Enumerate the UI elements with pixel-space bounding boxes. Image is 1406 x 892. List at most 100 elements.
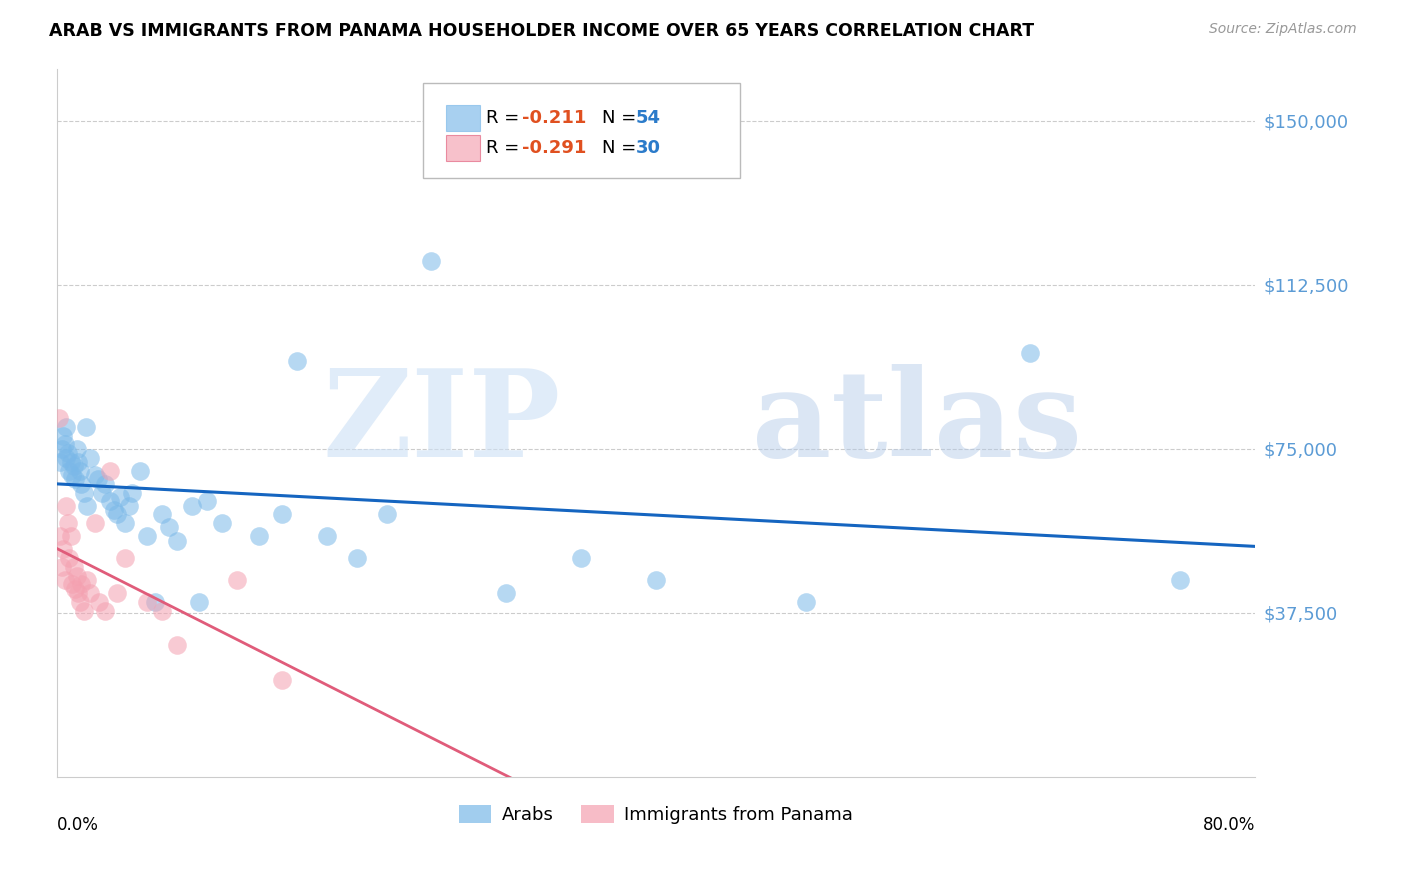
Point <box>1019 345 1042 359</box>
Point <box>49 529 72 543</box>
Text: N =: N = <box>602 139 643 157</box>
Text: ZIP: ZIP <box>322 364 560 482</box>
Text: N =: N = <box>602 109 643 127</box>
Point <box>63 582 86 596</box>
Point <box>63 472 86 486</box>
Point <box>195 494 218 508</box>
Point <box>67 455 90 469</box>
Point <box>70 476 93 491</box>
Point <box>375 508 398 522</box>
Point <box>79 450 101 465</box>
Text: 30: 30 <box>636 139 661 157</box>
Point <box>1168 573 1191 587</box>
Point <box>420 253 443 268</box>
Text: Source: ZipAtlas.com: Source: ZipAtlas.com <box>1209 22 1357 37</box>
Point <box>56 516 79 530</box>
Point <box>211 516 233 530</box>
Point <box>118 499 141 513</box>
Point <box>62 559 84 574</box>
Point <box>103 503 125 517</box>
Point <box>166 639 188 653</box>
Point <box>58 551 80 566</box>
Point <box>60 577 83 591</box>
Text: 54: 54 <box>636 109 661 127</box>
Point <box>73 603 96 617</box>
Text: 80.0%: 80.0% <box>1202 815 1256 833</box>
Text: -0.291: -0.291 <box>522 139 586 157</box>
Point <box>76 573 98 587</box>
Point <box>55 420 77 434</box>
FancyBboxPatch shape <box>423 83 740 178</box>
Point <box>247 529 270 543</box>
Point <box>69 595 91 609</box>
Point <box>645 573 668 587</box>
Point <box>91 485 114 500</box>
Point <box>55 450 77 465</box>
Point <box>86 472 108 486</box>
Point <box>69 464 91 478</box>
Point <box>136 595 159 609</box>
Point <box>53 573 76 587</box>
Point <box>79 586 101 600</box>
Point <box>60 468 83 483</box>
Point <box>51 442 73 456</box>
FancyBboxPatch shape <box>447 105 479 131</box>
Point <box>128 464 150 478</box>
Point <box>73 485 96 500</box>
Point <box>105 508 128 522</box>
Point <box>49 455 72 469</box>
Point <box>58 464 80 478</box>
Point <box>114 516 136 530</box>
Point <box>52 542 75 557</box>
Point <box>70 577 93 591</box>
Point <box>136 529 159 543</box>
Point <box>285 354 308 368</box>
Point <box>62 459 84 474</box>
Point <box>150 508 173 522</box>
Point <box>66 568 89 582</box>
Point <box>225 573 247 587</box>
Point <box>166 533 188 548</box>
Point <box>55 499 77 513</box>
Point <box>114 551 136 566</box>
Text: R =: R = <box>486 139 524 157</box>
Point <box>48 411 70 425</box>
Point <box>59 455 82 469</box>
Text: ARAB VS IMMIGRANTS FROM PANAMA HOUSEHOLDER INCOME OVER 65 YEARS CORRELATION CHAR: ARAB VS IMMIGRANTS FROM PANAMA HOUSEHOLD… <box>49 22 1035 40</box>
Text: R =: R = <box>486 109 524 127</box>
Point <box>59 529 82 543</box>
Point <box>94 476 117 491</box>
Point <box>188 595 211 609</box>
Text: 0.0%: 0.0% <box>58 815 98 833</box>
Point <box>94 603 117 617</box>
Point <box>56 446 79 460</box>
Point <box>53 437 76 451</box>
Point <box>270 508 292 522</box>
Point <box>98 464 121 478</box>
Point <box>315 529 337 543</box>
Point <box>181 499 204 513</box>
Point <box>159 520 181 534</box>
Point <box>150 603 173 617</box>
Point <box>83 468 105 483</box>
Point <box>346 551 368 566</box>
Point <box>794 595 817 609</box>
Point <box>569 551 592 566</box>
Point <box>67 586 90 600</box>
Point <box>105 586 128 600</box>
Point <box>98 494 121 508</box>
Point <box>108 490 131 504</box>
Point <box>75 420 97 434</box>
Text: -0.211: -0.211 <box>522 109 586 127</box>
Point <box>66 442 89 456</box>
Legend: Arabs, Immigrants from Panama: Arabs, Immigrants from Panama <box>451 798 860 831</box>
Point <box>143 595 166 609</box>
Text: atlas: atlas <box>752 364 1081 482</box>
Point <box>52 428 75 442</box>
Point <box>76 499 98 513</box>
Point <box>87 595 110 609</box>
Point <box>121 485 143 500</box>
Point <box>495 586 517 600</box>
Point <box>51 559 73 574</box>
Point <box>83 516 105 530</box>
